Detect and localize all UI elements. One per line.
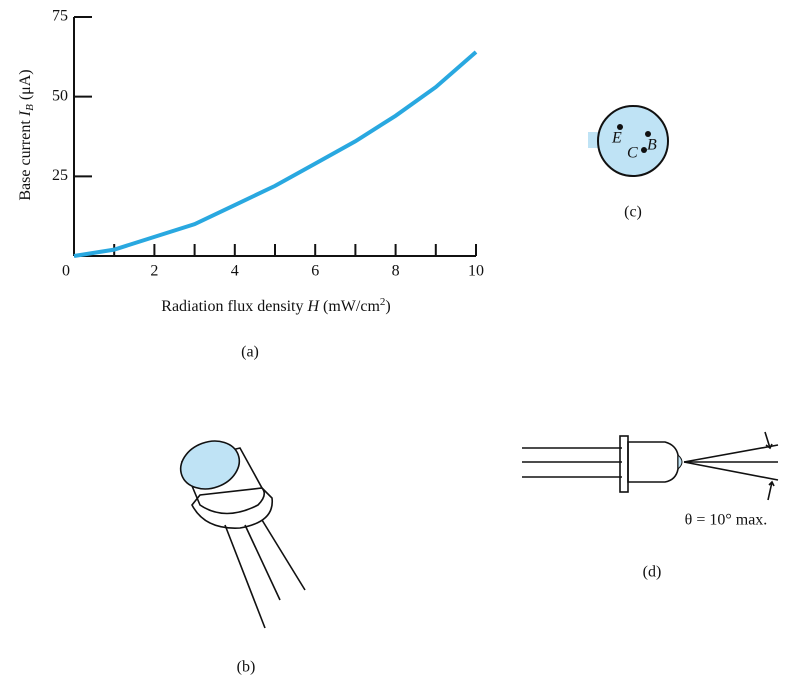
pin-label: E <box>611 130 622 147</box>
pin-label: C <box>627 145 638 162</box>
pin <box>617 124 623 130</box>
x-tick-label: 10 <box>468 263 484 280</box>
lead <box>261 519 306 591</box>
pin <box>645 131 651 137</box>
body <box>180 447 266 515</box>
x-tick-label: 8 <box>392 263 400 280</box>
label-part: Radiation flux density <box>161 298 307 315</box>
pin <box>641 147 647 153</box>
lens <box>179 440 241 490</box>
y-tick-label: 25 <box>52 167 68 184</box>
package-view <box>179 440 306 629</box>
bottom-view: E B C <box>588 105 669 177</box>
chart: Base current IB (μA) Radiation flux dens… <box>17 8 484 315</box>
y-axis-label: Base current IB (μA) <box>17 69 36 200</box>
lens <box>677 453 683 471</box>
flange <box>191 487 273 529</box>
lead <box>244 524 281 601</box>
angle-arrows <box>764 431 775 501</box>
flange <box>619 435 629 493</box>
y-tick-label: 75 <box>52 8 68 25</box>
x-tick-label: 0 <box>62 263 70 280</box>
x-tick-label: 4 <box>231 263 239 280</box>
caption: (c) <box>624 204 642 221</box>
case <box>597 105 669 177</box>
label-part: Base current <box>17 116 34 200</box>
x-axis-label: Radiation flux density H (mW/cm2) <box>161 296 390 315</box>
body <box>627 441 679 483</box>
label-part: I <box>17 110 34 117</box>
beam <box>683 461 779 481</box>
data-line <box>73 50 478 258</box>
label-part: (mW/cm <box>319 298 380 315</box>
label-part: 2 <box>380 296 386 308</box>
lead <box>224 524 266 629</box>
caption: (b) <box>237 659 256 676</box>
label-part: H <box>306 298 320 315</box>
x-tick-label: 6 <box>311 263 319 280</box>
angle-note: θ = 10° max. <box>685 512 768 529</box>
label-part: (μA) <box>17 69 34 104</box>
y-tick-label: 50 <box>52 87 68 104</box>
beam <box>683 444 779 463</box>
caption: (d) <box>643 564 662 581</box>
side-view: θ = 10° max. <box>522 431 779 529</box>
pin-label: B <box>647 137 657 154</box>
label-part: B <box>24 104 36 111</box>
x-tick-label: 2 <box>150 263 158 280</box>
caption: (a) <box>241 344 259 361</box>
tab <box>588 132 600 148</box>
label-part: ) <box>385 298 390 315</box>
